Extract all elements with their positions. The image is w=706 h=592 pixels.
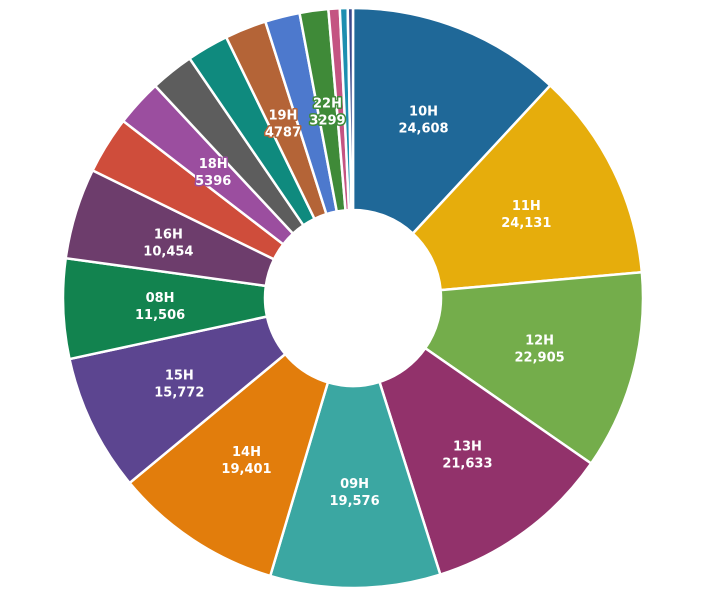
slice-label: 11H [512, 199, 541, 214]
slice-label: 09H [340, 477, 369, 492]
slice-value-label: 11,506 [135, 308, 185, 323]
slice-value-label: 19,576 [329, 494, 379, 509]
slice-13h[interactable] [377, 346, 593, 577]
slice-14h[interactable] [127, 352, 330, 578]
slice-label: 08H [146, 291, 175, 306]
slice-value-label: 24,608 [398, 121, 448, 136]
slice-value-label: 19,401 [221, 462, 271, 477]
slice-label: 18H [199, 157, 228, 172]
slice-10h[interactable] [351, 6, 553, 236]
slice-labels: 10H 24,608 11H 24,131 12H 22,905 13H 21,633 09H 1… [135, 95, 565, 509]
slice-value-label: 3299 [309, 114, 345, 129]
slice-unlabeled-18[interactable] [346, 6, 355, 212]
slice-label: 14H [232, 445, 261, 460]
slice-value-label: 4787 [265, 125, 301, 140]
slice-11h[interactable] [411, 83, 644, 292]
slice-value-label: 22,905 [515, 350, 565, 365]
slice-label: 10H [409, 104, 438, 119]
slice-label: 22H [313, 97, 342, 112]
slice-label: 15H [165, 368, 194, 383]
slice-label: 19H [268, 108, 297, 123]
slice-value-label: 10,454 [143, 245, 193, 260]
slice-value-label: 5396 [195, 174, 231, 189]
slice-label: 13H [453, 439, 482, 454]
slice-label: 12H [525, 333, 554, 348]
slice-value-label: 24,131 [501, 216, 551, 231]
slice-value-label: 15,772 [154, 385, 204, 400]
slice-12h[interactable] [423, 270, 645, 466]
slice-label: 16H [154, 228, 183, 243]
slice-value-label: 21,633 [442, 456, 492, 471]
